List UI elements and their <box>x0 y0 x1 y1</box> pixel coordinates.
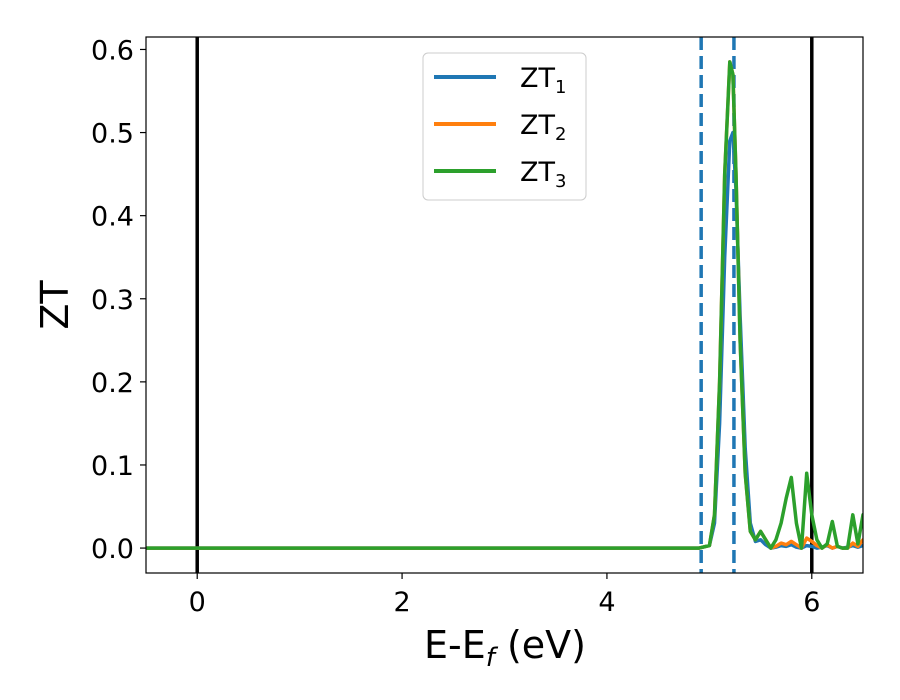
series-layer <box>146 60 863 550</box>
vertical-reference-lines <box>195 37 814 573</box>
x-tick-label: 6 <box>803 587 820 618</box>
y-axis-title: ZT <box>33 280 77 330</box>
y-tick-label: 0.3 <box>91 285 134 316</box>
legend-label-zt2: ZT2 <box>520 110 566 145</box>
y-tick-label: 0.5 <box>91 119 134 150</box>
legend-box <box>422 52 587 201</box>
series-line-zt3 <box>146 60 863 550</box>
legend: ZT1 ZT2 ZT3 <box>422 52 587 201</box>
y-tick-label: 0.1 <box>91 451 134 482</box>
x-axis: 0 2 4 6 <box>189 573 820 618</box>
x-tick-label: 4 <box>598 587 615 618</box>
plot-frame <box>145 36 864 574</box>
y-tick-label: 0.6 <box>91 35 134 66</box>
legend-label-zt3: ZT3 <box>520 157 566 192</box>
y-tick-label: 0.2 <box>91 368 134 399</box>
y-tick-label: 0.4 <box>91 202 134 233</box>
x-axis-title: E-Ef (eV) <box>424 623 586 673</box>
x-tick-label: 0 <box>189 587 206 618</box>
x-tick-label: 2 <box>393 587 410 618</box>
legend-label-zt1: ZT1 <box>520 63 566 98</box>
y-tick-label: 0.0 <box>91 534 134 565</box>
y-axis: 0.0 0.1 0.2 0.3 0.4 0.5 0.6 <box>91 35 146 565</box>
